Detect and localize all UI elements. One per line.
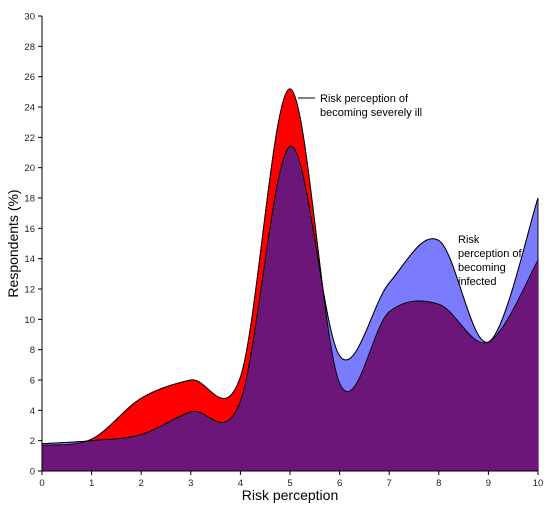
series-line-infected [41, 145, 539, 445]
x-tick-label: 7 [387, 478, 392, 489]
annotation-text-line: perception of [458, 248, 523, 260]
x-tick-label: 6 [337, 478, 342, 489]
annotation-text-line: Risk perception of [320, 93, 409, 105]
y-tick-label: 8 [30, 345, 35, 356]
annotation-infected: Risk perception of becoming infected [458, 234, 523, 288]
y-tick-label: 16 [24, 224, 35, 235]
y-tick-label: 12 [24, 285, 35, 296]
x-tick-label: 5 [287, 478, 292, 489]
y-tick-label: 28 [24, 42, 35, 53]
x-tick-label: 10 [533, 478, 544, 489]
y-tick-label: 0 [30, 467, 35, 478]
annotation-severely-ill: Risk perception of becoming severely ill [298, 93, 422, 119]
y-tick-label: 22 [24, 133, 35, 144]
x-tick-label: 4 [238, 478, 243, 489]
x-tick-label: 8 [436, 478, 441, 489]
x-tick-label: 9 [486, 478, 491, 489]
annotation-text-line: Risk [458, 234, 480, 246]
y-tick-label: 18 [24, 194, 35, 205]
y-tick-label: 20 [24, 163, 35, 174]
annotation-text-line: becoming [458, 262, 506, 274]
y-tick-label: 30 [24, 12, 35, 23]
x-tick-label: 1 [89, 478, 94, 489]
x-tick-label: 2 [139, 478, 144, 489]
annotation-text-line: infected [458, 276, 497, 288]
x-tick-label: 0 [39, 478, 44, 489]
plot-area [41, 88, 539, 472]
y-tick-label: 10 [24, 315, 35, 326]
series-line-severely-ill [41, 88, 539, 446]
y-tick-label: 26 [24, 72, 35, 83]
y-tick-label: 24 [24, 103, 35, 114]
y-tick-label: 6 [30, 376, 35, 387]
y-tick-label: 4 [30, 406, 35, 417]
x-tick-label: 3 [188, 478, 193, 489]
y-tick-label: 2 [30, 436, 35, 447]
series-overlap-area [42, 146, 538, 471]
y-tick-label: 14 [24, 254, 35, 265]
x-ticks: 0 1 2 3 4 5 6 7 8 9 10 [39, 471, 543, 489]
x-axis-title: Risk perception [242, 487, 339, 503]
annotation-text-line: becoming severely ill [320, 107, 422, 119]
y-axis-title: Respondents (%) [5, 189, 21, 297]
